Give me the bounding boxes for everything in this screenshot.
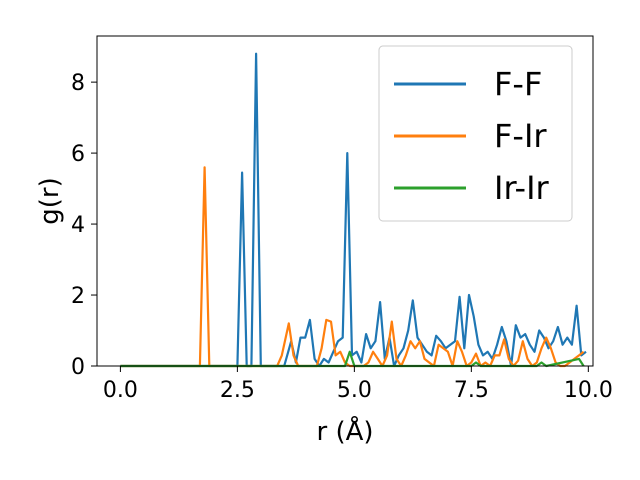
legend-box [378,45,573,222]
y-tick-label: 0 [71,355,85,380]
y-tick-label: 6 [71,142,85,167]
ticks-layer: 0.0 2.5 5.0 7.5 10.0 0 2 4 6 8 [71,71,613,403]
x-tick-label: 10.0 [564,378,613,403]
x-tick-label: 7.5 [454,378,489,403]
y-axis-label: g(r) [35,177,65,224]
x-tick-label: 0.0 [103,378,138,403]
plot-frame [96,35,594,367]
x-tick-label: 5.0 [337,378,372,403]
legend-label-f-f: F-F [494,65,542,103]
y-tick-label: 8 [71,71,85,96]
legend-label-f-ir: F-Ir [494,117,547,155]
x-tick-label: 2.5 [220,378,255,403]
series-line-f-f [120,52,587,368]
y-tick-label: 2 [71,284,85,309]
y-tick-label: 4 [71,213,85,238]
x-axis-label: r (Å) [316,415,373,447]
legend-label-ir-ir: Ir-Ir [494,169,550,207]
legend: F-F F-Ir Ir-Ir [378,45,573,222]
